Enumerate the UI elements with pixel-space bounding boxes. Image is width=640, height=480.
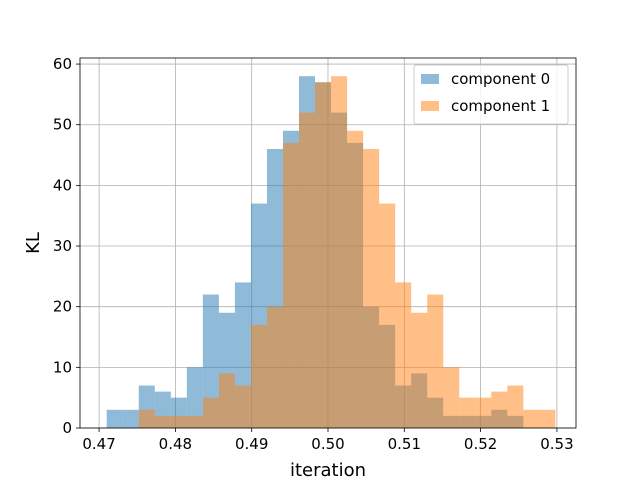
- histogram-bar: [218, 373, 235, 428]
- x-axis-title: iteration: [290, 460, 366, 480]
- histogram-bar: [202, 294, 219, 428]
- y-tick-label: 20: [53, 298, 72, 316]
- y-tick-label: 30: [53, 237, 72, 255]
- x-tick-label: 0.51: [388, 435, 421, 453]
- y-axis-ticks: 0 10 20 30 40 50 60: [53, 55, 80, 437]
- histogram-bar: [202, 397, 219, 428]
- histogram-bar: [539, 409, 556, 428]
- histogram-bar: [347, 130, 364, 429]
- y-axis-title: KL: [23, 232, 44, 254]
- y-tick-label: 50: [53, 116, 72, 134]
- histogram-bar: [234, 385, 251, 428]
- histogram-bar: [443, 367, 460, 428]
- x-axis-ticks: 0.47 0.48 0.49 0.50 0.51 0.52 0.53: [82, 428, 574, 453]
- histogram-bar: [170, 415, 187, 428]
- x-tick-label: 0.50: [311, 435, 344, 453]
- histogram-bar: [106, 409, 123, 428]
- histogram-bar: [475, 397, 492, 428]
- histogram-bar: [138, 409, 155, 428]
- legend-swatch-component-1: [421, 101, 439, 111]
- histogram-bar: [507, 385, 524, 428]
- histogram-bar: [315, 82, 332, 428]
- y-tick-label: 40: [53, 176, 72, 194]
- legend-label-component-1: component 1: [451, 97, 550, 115]
- histogram-bar: [427, 294, 444, 428]
- histogram-bar: [395, 282, 412, 428]
- legend-swatch-component-0: [421, 74, 439, 84]
- histogram-bar: [491, 391, 508, 428]
- histogram-bar: [363, 148, 380, 428]
- histogram-bar: [459, 397, 476, 428]
- histogram-bar: [411, 312, 428, 428]
- histogram-bar: [250, 324, 267, 428]
- histogram-bar: [282, 142, 300, 428]
- histogram-bar: [186, 415, 203, 428]
- legend: component 0 component 1: [413, 64, 569, 125]
- y-tick-label: 0: [62, 419, 72, 437]
- series-1-bars: [138, 76, 556, 429]
- y-tick-label: 60: [53, 55, 72, 73]
- histogram-bar: [331, 76, 348, 429]
- legend-label-component-0: component 0: [451, 70, 550, 88]
- histogram-bar: [186, 367, 203, 428]
- y-tick-label: 10: [53, 358, 72, 376]
- histogram-bar: [379, 203, 396, 428]
- histogram-bar: [154, 415, 171, 428]
- histogram-bar: [299, 112, 316, 429]
- histogram-bar: [122, 409, 139, 428]
- legend-box: [413, 64, 569, 125]
- histogram-bar: [266, 306, 283, 428]
- x-tick-label: 0.49: [235, 435, 268, 453]
- histogram-bars: [106, 76, 556, 429]
- x-tick-label: 0.48: [159, 435, 192, 453]
- x-tick-label: 0.52: [464, 435, 497, 453]
- histogram-bar: [523, 409, 540, 428]
- x-tick-label: 0.47: [82, 435, 115, 453]
- x-tick-label: 0.53: [540, 435, 573, 453]
